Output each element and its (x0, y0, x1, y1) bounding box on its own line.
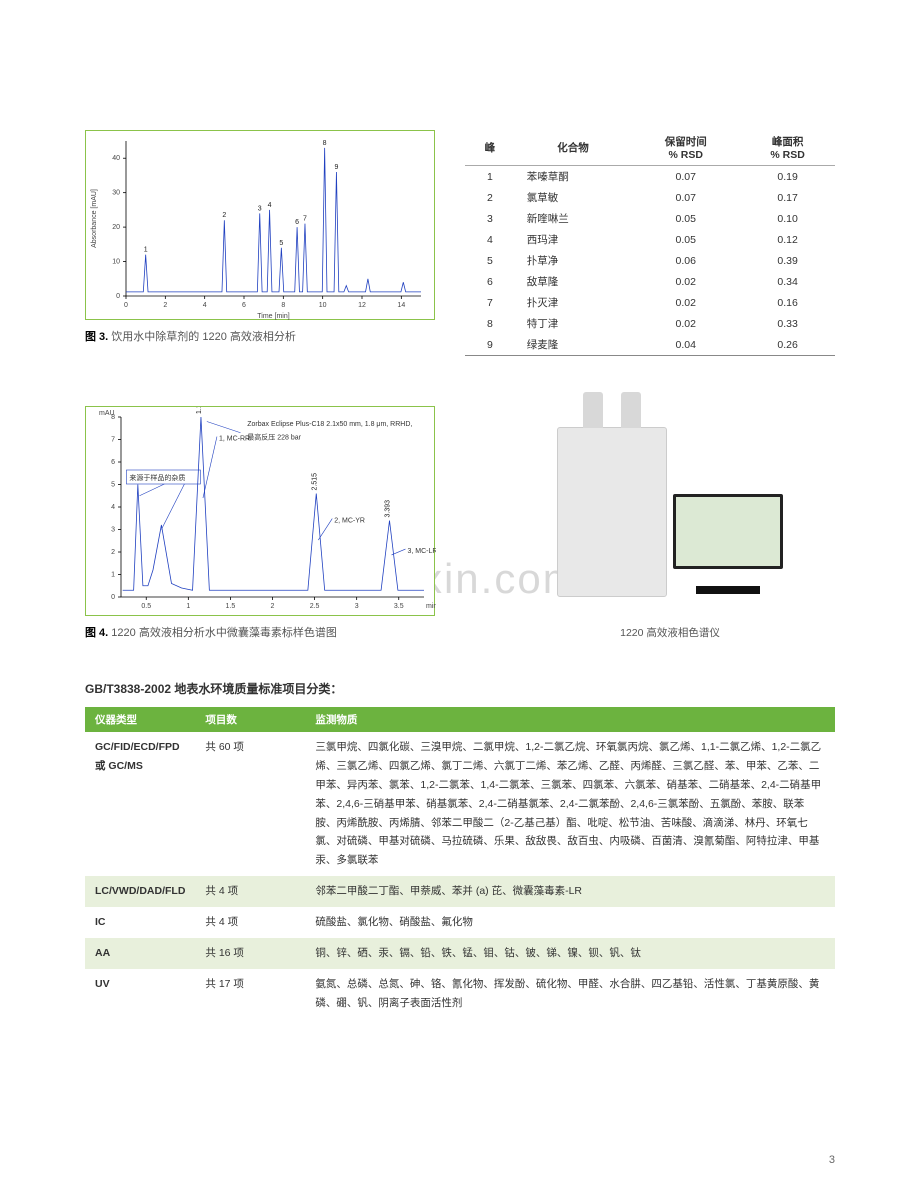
svg-text:14: 14 (397, 302, 405, 309)
table-row: GC/FID/ECD/FPD或 GC/MS共 60 项三氯甲烷、四氯化碳、三溴甲… (85, 732, 835, 876)
instrument-monitor (673, 494, 783, 569)
svg-text:6: 6 (242, 302, 246, 309)
svg-text:来源于样品的杂质: 来源于样品的杂质 (129, 473, 185, 482)
svg-text:0.5: 0.5 (141, 603, 151, 610)
svg-text:mAU: mAU (99, 410, 115, 417)
svg-text:10: 10 (319, 302, 327, 309)
table-row: 3新喹啉兰0.050.10 (465, 208, 835, 229)
figure3-caption: 图 3. 饮用水中除草剂的 1220 高效液相分析 (85, 328, 435, 344)
svg-text:最高反压 228 bar: 最高反压 228 bar (247, 433, 301, 442)
table-row: LC/VWD/DAD/FLD共 4 项邻苯二甲酸二丁酯、甲萘威、苯并 (a) 芘… (85, 876, 835, 907)
figure4-chart: 0.511.522.533.5012345678minmAU1.1511, MC… (85, 406, 435, 616)
standards-table: 仪器类型 项目数 监测物质 GC/FID/ECD/FPD或 GC/MS共 60 … (85, 707, 835, 1019)
svg-text:2: 2 (222, 212, 226, 219)
figure4-block: 0.511.522.533.5012345678minmAU1.1511, MC… (85, 406, 435, 640)
svg-text:2: 2 (271, 603, 275, 610)
svg-text:6: 6 (295, 219, 299, 226)
th-area: 峰面积 % RSD (740, 130, 835, 166)
svg-text:1: 1 (111, 572, 115, 579)
svg-text:Zorbax Eclipse Plus-C18 2.1x50: Zorbax Eclipse Plus-C18 2.1x50 mm, 1.8 μ… (247, 421, 412, 428)
std-th-count: 项目数 (195, 707, 305, 732)
svg-text:1.151: 1.151 (196, 407, 203, 414)
svg-text:1.5: 1.5 (226, 603, 236, 610)
svg-text:Absorbance [mAU]: Absorbance [mAU] (91, 189, 98, 248)
svg-text:8: 8 (323, 140, 327, 147)
svg-text:2.5: 2.5 (310, 603, 320, 610)
svg-text:0: 0 (111, 594, 115, 601)
svg-text:7: 7 (111, 437, 115, 444)
svg-text:6: 6 (111, 459, 115, 466)
svg-text:0: 0 (124, 302, 128, 309)
svg-text:20: 20 (112, 224, 120, 231)
th-rt: 保留时间 % RSD (631, 130, 740, 166)
svg-text:min: min (426, 603, 436, 610)
svg-text:Time [min]: Time [min] (257, 313, 289, 320)
table-row: 2氯草敏0.070.17 (465, 187, 835, 208)
table-row: AA共 16 项铜、锌、硒、汞、镉、铅、铁、锰、钼、钴、铍、锑、镍、钡、钒、钛 (85, 938, 835, 969)
section-title: GB/T3838-2002 地表水环境质量标准项目分类： (85, 680, 835, 697)
svg-text:1: 1 (186, 603, 190, 610)
svg-text:5: 5 (111, 482, 115, 489)
instrument-photo (530, 407, 810, 617)
th-compound: 化合物 (515, 130, 631, 166)
svg-text:3, MC-LR: 3, MC-LR (407, 548, 436, 555)
svg-text:3: 3 (355, 603, 359, 610)
svg-text:7: 7 (303, 216, 307, 223)
std-th-sub: 监测物质 (305, 707, 835, 732)
svg-text:5: 5 (279, 240, 283, 247)
table-row: 9绿麦隆0.040.26 (465, 334, 835, 356)
svg-text:2.515: 2.515 (311, 473, 318, 491)
th-peak: 峰 (465, 130, 515, 166)
instrument-caption: 1220 高效液相色谱仪 (505, 625, 835, 640)
svg-text:2: 2 (163, 302, 167, 309)
page-number: 3 (829, 1154, 835, 1166)
table-row: 6敌草隆0.020.34 (465, 271, 835, 292)
svg-text:3: 3 (111, 527, 115, 534)
figure3-chart: 02468101214010203040Time [min]Absorbance… (85, 130, 435, 320)
svg-text:0: 0 (116, 293, 120, 300)
table-row: 8特丁津0.020.33 (465, 313, 835, 334)
svg-text:9: 9 (334, 164, 338, 171)
svg-text:30: 30 (112, 190, 120, 197)
instrument-body (557, 427, 667, 597)
figure4-row: 0.511.522.533.5012345678minmAU1.1511, MC… (85, 406, 835, 640)
svg-text:4: 4 (268, 202, 272, 209)
table-row: 4西玛津0.050.12 (465, 229, 835, 250)
svg-text:3.5: 3.5 (394, 603, 404, 610)
table-row: 7扑灭津0.020.16 (465, 292, 835, 313)
svg-text:2: 2 (111, 549, 115, 556)
svg-text:1: 1 (144, 247, 148, 254)
svg-text:3.393: 3.393 (384, 500, 391, 518)
figure3-block: 02468101214010203040Time [min]Absorbance… (85, 130, 435, 356)
svg-text:40: 40 (112, 155, 120, 162)
figure3-row: 02468101214010203040Time [min]Absorbance… (85, 130, 835, 356)
table-row: 1苯嗪草酮0.070.19 (465, 166, 835, 188)
svg-text:8: 8 (281, 302, 285, 309)
table-row: IC共 4 项硫酸盐、氯化物、硝酸盐、氟化物 (85, 907, 835, 938)
table-row: UV共 17 项氨氮、总磷、总氮、砷、铬、氰化物、挥发酚、硫化物、甲醛、水合肼、… (85, 969, 835, 1019)
std-th-inst: 仪器类型 (85, 707, 195, 732)
svg-text:3: 3 (258, 205, 262, 212)
svg-text:1, MC-RR: 1, MC-RR (219, 436, 250, 443)
instrument-photo-block: 1220 高效液相色谱仪 (505, 407, 835, 640)
svg-text:2, MC-YR: 2, MC-YR (334, 518, 365, 525)
table-row: 5扑草净0.060.39 (465, 250, 835, 271)
figure4-caption: 图 4. 1220 高效液相分析水中微囊藻毒素标样色谱图 (85, 624, 435, 640)
svg-text:4: 4 (111, 504, 115, 511)
svg-text:4: 4 (203, 302, 207, 309)
svg-text:10: 10 (112, 259, 120, 266)
compound-table: 峰 化合物 保留时间 % RSD 峰面积 % RSD 1苯嗪草酮0.070.19… (465, 130, 835, 356)
svg-text:12: 12 (358, 302, 366, 309)
